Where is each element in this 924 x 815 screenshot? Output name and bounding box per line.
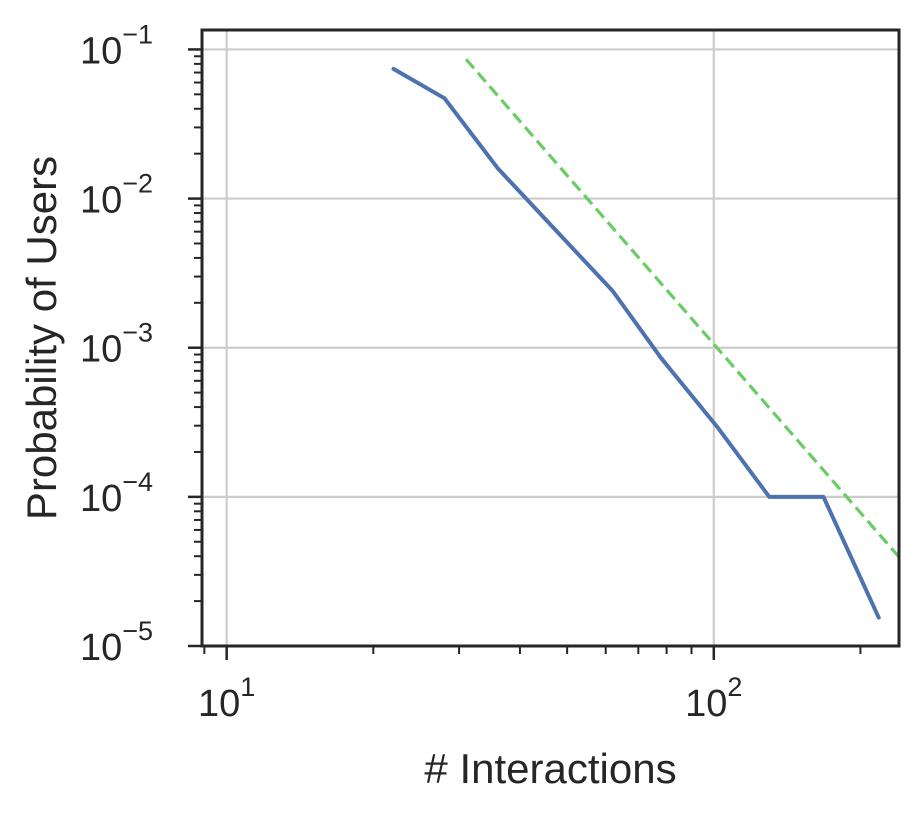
y-tick-label: 10−2 (80, 169, 153, 222)
data-line (391, 66, 881, 620)
minor-ticks (194, 55, 862, 654)
x-axis-ticks: 101 102 (198, 646, 742, 725)
x-axis-label: # Interactions (424, 745, 676, 792)
grid-lines (202, 30, 899, 648)
x-tick-label: 101 (198, 672, 255, 725)
y-tick-label: 10−1 (80, 19, 153, 72)
y-tick-label: 10−4 (80, 467, 153, 520)
y-axis-ticks: 10−5 10−4 10−3 10−2 10−1 (80, 19, 202, 669)
plot-frame (200, 28, 901, 648)
reference-line (464, 58, 901, 559)
y-axis-label: Probability of Users (18, 156, 65, 520)
x-tick-label: 102 (685, 672, 742, 725)
y-tick-label: 10−3 (80, 318, 153, 371)
y-tick-label: 10−5 (80, 616, 153, 669)
plot-series (391, 58, 901, 620)
